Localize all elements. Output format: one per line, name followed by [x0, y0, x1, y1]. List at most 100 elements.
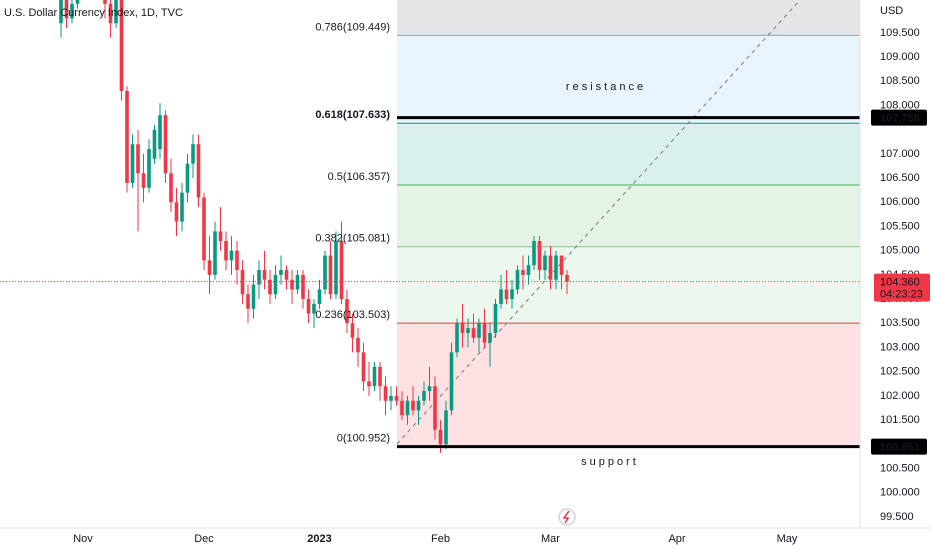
- candle-body: [136, 144, 140, 174]
- candle-body: [207, 260, 212, 275]
- y-tick-label: 101.500: [880, 414, 920, 426]
- x-tick-label: Dec: [194, 533, 214, 545]
- y-tick-label: 100.500: [880, 462, 920, 474]
- candle-body: [147, 149, 151, 188]
- y-tick-label: 109.500: [880, 27, 920, 39]
- candle-body: [482, 323, 487, 343]
- fib-zone: [397, 246, 860, 324]
- candle-body: [257, 270, 261, 285]
- candle-body: [279, 270, 283, 275]
- overlay: 0.786(109.449) 0.618(107.633) 0.5(106.357)…: [0, 21, 860, 449]
- candle-body: [130, 144, 135, 183]
- candle-body: [521, 270, 525, 275]
- candle-body: [383, 386, 388, 401]
- candle-body: [323, 255, 327, 290]
- candle-body: [438, 429, 443, 445]
- candle-body: [224, 241, 228, 261]
- candle-body: [565, 274, 569, 282]
- axis-unit: USD: [880, 5, 903, 17]
- candle-body: [75, 0, 80, 4]
- candle-body: [477, 323, 481, 338]
- candle-body: [103, 0, 107, 4]
- y-tick-label: 108.500: [880, 75, 920, 87]
- candle-body: [290, 279, 294, 290]
- y-tick-label: 102.500: [880, 366, 920, 378]
- candle-body: [169, 173, 173, 203]
- candle-body: [108, 3, 113, 24]
- candle-body: [356, 337, 360, 353]
- candle-body: [532, 241, 536, 266]
- candle-body: [235, 250, 239, 271]
- candle-body: [334, 241, 338, 295]
- x-tick-label: Mar: [541, 533, 560, 545]
- y-tick-label: 102.000: [880, 390, 920, 402]
- candle-body: [152, 129, 157, 159]
- candle-body: [125, 90, 129, 183]
- candle-body: [416, 400, 421, 411]
- horizontal-line-label: 100.951: [880, 442, 920, 454]
- candle-body: [460, 323, 465, 333]
- fib-zone: [397, 35, 860, 124]
- candle-body: [180, 192, 184, 222]
- candle-body: [328, 255, 333, 295]
- annotation: resistance: [566, 81, 646, 93]
- last-price-box: [874, 273, 930, 302]
- y-tick-label: 107.000: [880, 148, 920, 160]
- candle-body: [537, 241, 542, 271]
- y-tick-label: 105.500: [880, 220, 920, 232]
- countdown-label: 04:23:23: [880, 289, 923, 301]
- last-price-label: 104.360: [880, 277, 920, 289]
- candle-body: [548, 255, 553, 280]
- candle-body: [196, 144, 201, 198]
- candle-body: [400, 400, 404, 416]
- fib-level-label: 0.236(103.503): [315, 309, 390, 321]
- chart-title: U.S. Dollar Currency Index, 1D, TVC: [4, 7, 183, 19]
- candle-body: [389, 395, 393, 401]
- fib-zone: [397, 123, 860, 186]
- candle-body: [191, 144, 195, 164]
- candle-body: [251, 284, 256, 309]
- x-tick-label: 2023: [307, 533, 331, 545]
- candle-body: [273, 274, 278, 295]
- candle-body: [218, 231, 223, 242]
- candle-body: [306, 299, 311, 314]
- candle-body: [213, 231, 217, 275]
- candle-body: [141, 173, 146, 188]
- candle-body: [268, 279, 272, 295]
- replay-icon[interactable]: [558, 508, 576, 526]
- candle-body: [229, 250, 234, 261]
- annotation: support: [581, 456, 639, 468]
- horizontal-line-box: [871, 109, 927, 126]
- fib-zone: [397, 323, 860, 447]
- x-tick-label: Apr: [668, 533, 685, 545]
- y-tick-label: 99.500: [880, 511, 914, 523]
- candle-body: [433, 386, 437, 430]
- fib-level-label: 0(100.952): [337, 433, 390, 445]
- candle-body: [262, 270, 267, 280]
- candle-body: [174, 202, 179, 222]
- candle-body: [504, 289, 509, 300]
- candle-body: [526, 265, 531, 275]
- candle-body: [70, 3, 74, 19]
- y-tick-label: 106.000: [880, 196, 920, 208]
- candle-body: [372, 366, 377, 387]
- y-tick-label: 100.000: [880, 487, 920, 499]
- candle-body: [488, 332, 492, 343]
- x-tick-label: May: [777, 533, 798, 545]
- candle-body: [202, 197, 206, 261]
- candle-body: [394, 395, 399, 401]
- horizontal-line-box: [871, 438, 927, 455]
- candle-body: [367, 381, 371, 387]
- candle-body: [185, 163, 190, 193]
- fib-level-label: 0.382(105.081): [315, 233, 390, 245]
- candle-body: [114, 0, 118, 24]
- candle-body: [119, 0, 124, 91]
- candle-body: [59, 0, 63, 24]
- candle-body: [378, 366, 382, 387]
- y-tick-label: 109.000: [880, 51, 920, 63]
- candle-body: [455, 323, 459, 353]
- candle-body: [411, 400, 415, 411]
